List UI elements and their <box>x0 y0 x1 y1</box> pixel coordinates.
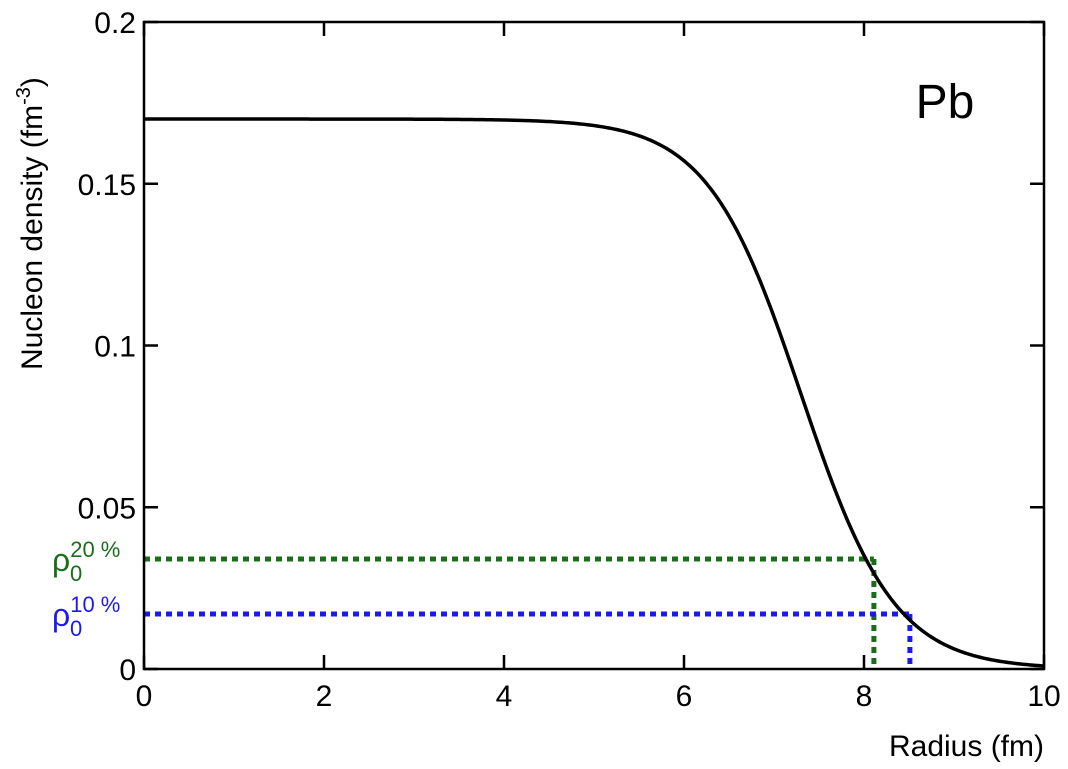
y-axis-label-sup: -3 <box>13 87 35 105</box>
marker-label-sub: 0 <box>70 561 82 586</box>
plot-frame <box>142 20 1046 671</box>
x-tick-label: 0 <box>136 680 153 713</box>
y-tick-label: 0 <box>119 654 136 687</box>
x-tick-label: 10 <box>1027 680 1060 713</box>
marker-label: ρ20 % 0 <box>52 537 120 586</box>
marker-label-sup: 20 % <box>70 537 120 562</box>
x-axis-label: Radius (fm) <box>889 730 1044 763</box>
y-axis-label: Nucleon density (fm-3) <box>13 77 49 370</box>
y-tick-label: 0.05 <box>78 492 136 525</box>
y-axis-label-main: Nucleon density (fm <box>16 105 49 370</box>
y-tick-label: 0.2 <box>94 7 136 40</box>
x-tick-label: 8 <box>856 680 873 713</box>
element-annotation: Pb <box>916 76 975 129</box>
x-tick-label: 4 <box>496 680 513 713</box>
marker-label-rho: ρ <box>52 597 70 633</box>
marker-label-sub: 0 <box>70 616 82 641</box>
y-axis-ticks: 0 0.05 0.1 0.15 0.2 <box>78 7 1044 687</box>
x-tick-label: 2 <box>316 680 333 713</box>
y-tick-label: 0.1 <box>94 331 136 364</box>
y-axis-label-close: ) <box>16 77 49 87</box>
y-tick-label: 0.15 <box>78 169 136 202</box>
x-tick-label: 6 <box>676 680 693 713</box>
density-curve <box>144 117 1045 668</box>
marker-label-sup: 10 % <box>70 592 120 617</box>
marker-label-rho: ρ <box>52 542 70 578</box>
marker-label: ρ10 % 0 <box>52 592 120 641</box>
